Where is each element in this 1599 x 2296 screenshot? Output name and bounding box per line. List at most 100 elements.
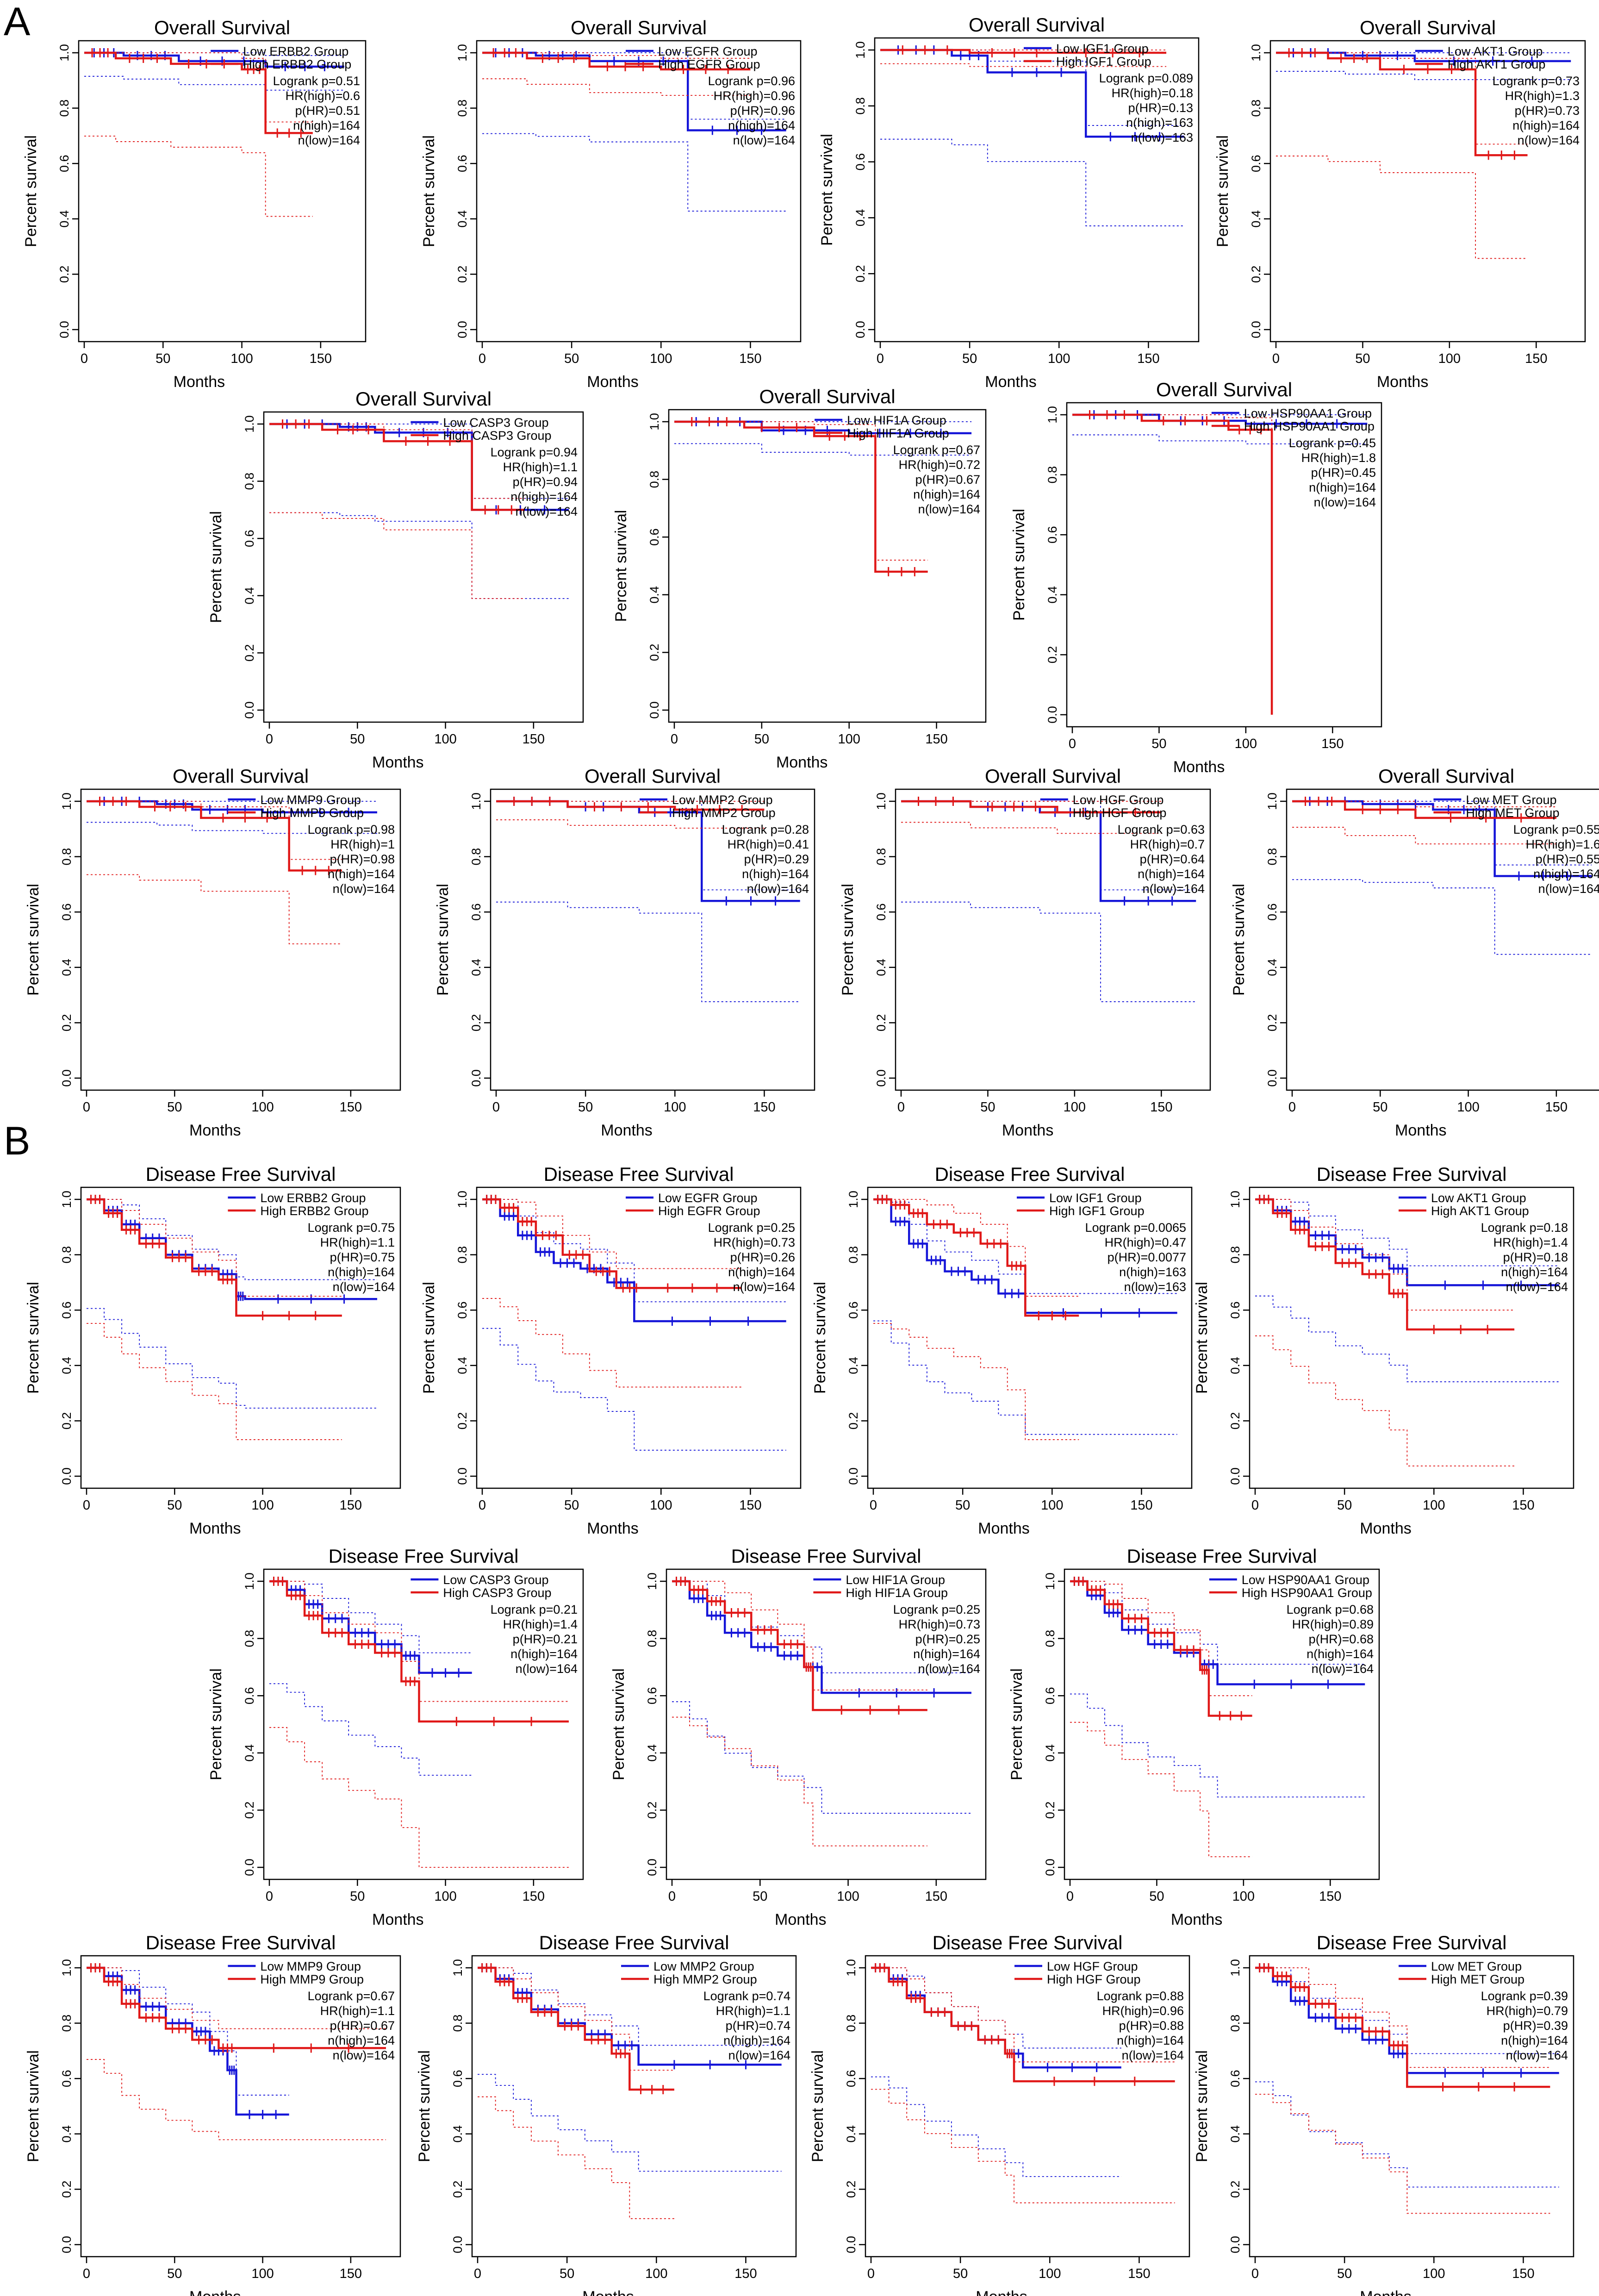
stat-hr-high: HR(high)=0.7: [1130, 837, 1205, 851]
y-tick-label: 0.0: [60, 1467, 74, 1485]
series-line-high: [478, 1966, 674, 2091]
y-tick-label: 0.2: [647, 644, 661, 661]
stat-hr-high: HR(high)=1.1: [716, 2004, 790, 2018]
y-tick-label: 1.0: [645, 1572, 659, 1590]
stat-hr-high: HR(high)=0.96: [1102, 2004, 1184, 2018]
legend-label-high: High MET Group: [1466, 806, 1559, 820]
y-tick-label: 0.0: [853, 321, 867, 338]
legend-label-low: Low HIF1A Group: [846, 1573, 945, 1587]
series-ci-upper: [87, 1967, 289, 2096]
y-tick-label: 0.8: [1249, 100, 1263, 117]
series-ci-lower: [1255, 2094, 1550, 2214]
stat-p-hr: p(HR)=0.29: [744, 852, 809, 866]
y-tick-label: 0.8: [60, 848, 74, 866]
x-tick-label: 100: [1423, 2266, 1445, 2281]
stat-logrank-p: Logrank p=0.0065: [1085, 1221, 1186, 1235]
series-ci-lower: [478, 2074, 782, 2172]
legend-label-low: Low AKT1 Group: [1431, 1191, 1526, 1205]
series-ci-lower: [1292, 879, 1592, 955]
x-tick-label: 150: [310, 351, 332, 366]
series-ci-upper: [674, 421, 928, 561]
y-axis-label: Percent survival: [1010, 509, 1028, 621]
x-axis-label: Months: [1377, 373, 1429, 391]
series-ci-lower: [901, 901, 1196, 1002]
x-tick-label: 100: [230, 351, 253, 366]
y-axis-label: Percent survival: [610, 1668, 628, 1780]
legend-label-high: High EGFR Group: [658, 1204, 760, 1218]
stat-logrank-p: Logrank p=0.21: [491, 1603, 578, 1616]
x-tick-label: 150: [1137, 351, 1159, 366]
plot-frame: [867, 1186, 1193, 1489]
series-line-high: [674, 420, 928, 573]
chart-title: Disease Free Survival: [1317, 1163, 1507, 1185]
y-tick-label: 0.8: [1228, 2015, 1242, 2032]
stat-logrank-p: Logrank p=0.28: [722, 823, 809, 836]
series-ci-upper: [482, 52, 786, 120]
x-tick-label: 0: [1288, 1100, 1296, 1115]
panel-label-a: A: [4, 0, 31, 44]
y-tick-label: 0.6: [243, 1687, 256, 1704]
x-tick-label: 100: [434, 1889, 456, 1904]
y-tick-label: 0.0: [846, 1467, 860, 1485]
legend-label-low: Low MET Group: [1431, 1959, 1522, 1973]
x-axis-label: Months: [372, 1911, 424, 1928]
y-tick-label: 0.0: [451, 2236, 465, 2253]
chart-a-hif1a: Overall Survival 0.0 0.2 0.4 0.6 0.8 1.0 0 50 100…: [612, 386, 987, 771]
x-tick-label: 50: [1149, 1889, 1164, 1904]
y-tick-label: 1.0: [647, 413, 661, 430]
y-tick-label: 0.2: [844, 2181, 858, 2198]
y-tick-label: 0.6: [645, 1687, 659, 1704]
y-tick-label: 0.2: [1249, 266, 1263, 283]
stat-n-high: n(high)=163: [1119, 1265, 1186, 1279]
stat-logrank-p: Logrank p=0.94: [491, 445, 578, 459]
stat-logrank-p: Logrank p=0.67: [893, 443, 980, 457]
stat-logrank-p: Logrank p=0.63: [1118, 823, 1205, 836]
x-tick-label: 100: [434, 732, 456, 747]
x-tick-label: 100: [251, 1498, 274, 1513]
chart-b-mmp2: Disease Free Survival 0.0 0.2 0.4 0.6 0.8 1.0 0…: [416, 1932, 797, 2296]
y-axis-label: Percent survival: [1230, 884, 1248, 996]
stat-p-hr: p(HR)=0.94: [513, 475, 578, 489]
y-tick-label: 0.6: [874, 903, 888, 921]
y-axis-label: Percent survival: [809, 2050, 827, 2162]
y-tick-label: 1.0: [874, 792, 888, 810]
series-ci-lower: [87, 1323, 342, 1440]
y-axis-label: Percent survival: [1193, 1282, 1211, 1394]
y-tick-label: 0.2: [57, 266, 71, 283]
stat-n-low: n(low)=164: [728, 2048, 790, 2062]
series-line-high: [87, 1966, 386, 2049]
stat-p-hr: p(HR)=0.96: [730, 104, 795, 118]
y-tick-label: 0.2: [874, 1014, 888, 1032]
y-tick-label: 0.0: [243, 1859, 256, 1876]
stat-n-low: n(low)=164: [1518, 133, 1580, 147]
series-ci-lower: [1292, 827, 1556, 844]
stat-hr-high: HR(high)=0.41: [728, 837, 809, 851]
y-tick-label: 0.6: [1228, 2070, 1242, 2087]
x-axis-label: Months: [1360, 1520, 1412, 1537]
legend-label-low: Low ERBB2 Group: [243, 44, 348, 58]
y-axis-label: Percent survival: [416, 2050, 433, 2162]
series-ci-upper: [478, 1967, 674, 2071]
chart-b-mmp9: Disease Free Survival 0.0 0.2 0.4 0.6 0.8 1.0 0…: [25, 1932, 401, 2296]
legend-label-high: High MMP2 Group: [653, 1972, 757, 1986]
chart-title: Disease Free Survival: [329, 1545, 519, 1567]
series-line-high: [482, 1198, 742, 1289]
x-tick-label: 150: [1128, 2266, 1150, 2281]
x-tick-label: 50: [754, 732, 769, 747]
stat-hr-high: HR(high)=0.89: [1292, 1617, 1374, 1631]
stat-logrank-p: Logrank p=0.73: [1493, 74, 1580, 88]
stat-n-high: n(high)=164: [328, 1265, 395, 1279]
series-ci-lower: [87, 874, 342, 944]
y-tick-label: 0.4: [455, 1357, 469, 1374]
x-tick-label: 50: [350, 732, 365, 747]
y-axis-label: Percent survival: [1008, 1668, 1026, 1780]
plot-frame: [80, 1955, 401, 2258]
stat-n-low: n(low)=164: [516, 505, 578, 518]
series-ci-lower: [1070, 1722, 1252, 1858]
series-ci-lower: [1276, 156, 1528, 259]
legend-label-low: Low HIF1A Group: [847, 413, 946, 427]
y-axis-label: Percent survival: [420, 135, 438, 247]
y-tick-label: 0.0: [1228, 1467, 1242, 1485]
plot-frame: [80, 1186, 401, 1489]
stat-logrank-p: Logrank p=0.25: [708, 1221, 795, 1235]
